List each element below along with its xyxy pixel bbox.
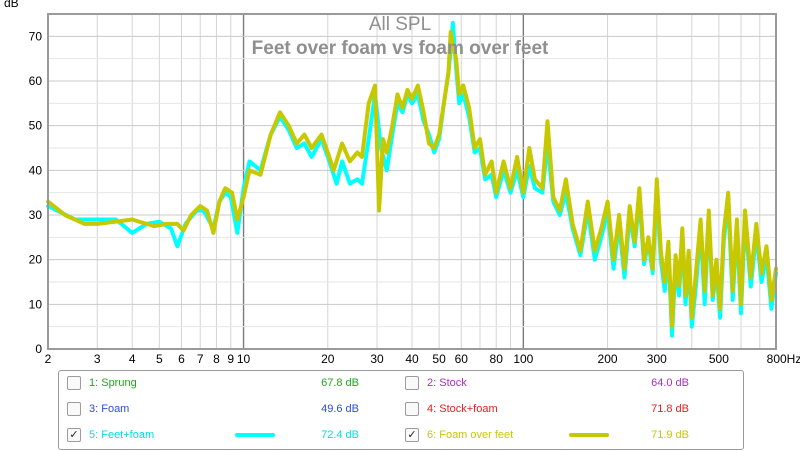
legend-checkbox[interactable]	[67, 402, 81, 416]
grid	[47, 14, 777, 349]
x-tick-label: 8	[213, 352, 220, 366]
x-tick-label: 10	[237, 352, 251, 366]
legend-checkbox[interactable]: ✓	[405, 428, 419, 442]
x-tick-label: 30	[370, 352, 384, 366]
y-axis-unit: dB	[4, 0, 19, 10]
legend-value: 71.9 dB	[651, 429, 689, 441]
x-tick-label: 200	[598, 352, 618, 366]
y-tick-label: 20	[29, 253, 43, 267]
spl-chart: 2 3 4 5 6 7 8 9 10 20 30 40 50 60 80 100 200 300 500 800Hz0…	[4, 0, 800, 366]
x-tick-label: 100	[513, 352, 533, 366]
legend-value: 67.8 dB	[321, 377, 359, 389]
legend-value: 64.0 dB	[651, 377, 689, 389]
x-tick-label: 80	[490, 352, 504, 366]
legend-swatch	[569, 433, 609, 437]
legend-swatch	[235, 433, 275, 437]
x-tick-label: 2	[45, 352, 52, 366]
y-tick-label: 60	[29, 74, 43, 88]
legend-value: 71.8 dB	[651, 403, 689, 415]
x-tick-label: 60	[455, 352, 469, 366]
legend-label: 5: Feet+foam	[89, 429, 155, 441]
x-tick-label: 5	[156, 352, 163, 366]
y-tick-label: 30	[29, 208, 43, 222]
x-tick-label: 50	[432, 352, 446, 366]
legend-checkbox[interactable]: ✓	[67, 428, 81, 442]
chart-title: All SPL	[369, 14, 431, 35]
y-tick-label: 40	[29, 163, 43, 177]
x-tick-label: 6	[178, 352, 185, 366]
x-tick-label: 3	[94, 352, 101, 366]
legend-checkbox[interactable]	[405, 376, 419, 390]
tick-labels: 2 3 4 5 6 7 8 9 10 20 30 40 50 60 80 100 200 300 500 800Hz0…	[29, 29, 800, 366]
legend-label: 1: Sprung	[89, 377, 137, 389]
legend-label: 4: Stock+foam	[427, 403, 498, 415]
series-layer	[46, 20, 778, 338]
x-tick-label: 300	[647, 352, 667, 366]
legend-value: 72.4 dB	[321, 429, 359, 441]
y-tick-label: 50	[29, 119, 43, 133]
legend-checkbox[interactable]	[67, 376, 81, 390]
x-tick-label: 4	[129, 352, 136, 366]
y-tick-label: 0	[35, 342, 42, 356]
legend-value: 49.6 dB	[321, 403, 359, 415]
x-tick-label: 7	[197, 352, 204, 366]
series-line-2	[46, 29, 778, 329]
legend-label: 2: Stock	[427, 377, 467, 389]
x-tick-label: 9	[227, 352, 234, 366]
legend-label: 3: Foam	[89, 403, 130, 415]
x-tick-label: 800Hz	[767, 352, 800, 366]
chart-subtitle: Feet over foam vs foam over feet	[252, 38, 549, 59]
x-tick-label: 20	[321, 352, 335, 366]
x-tick-label: 500	[709, 352, 729, 366]
plot-frame	[47, 13, 777, 350]
x-tick-label: 40	[405, 352, 419, 366]
legend-label: 6: Foam over feet	[427, 429, 514, 441]
y-tick-label: 70	[29, 29, 43, 43]
legend: 1: Sprung 67.8 dB 2: Stock 64.0 dB 3: Fo…	[58, 370, 744, 450]
legend-checkbox[interactable]	[405, 402, 419, 416]
y-tick-label: 10	[29, 297, 43, 311]
